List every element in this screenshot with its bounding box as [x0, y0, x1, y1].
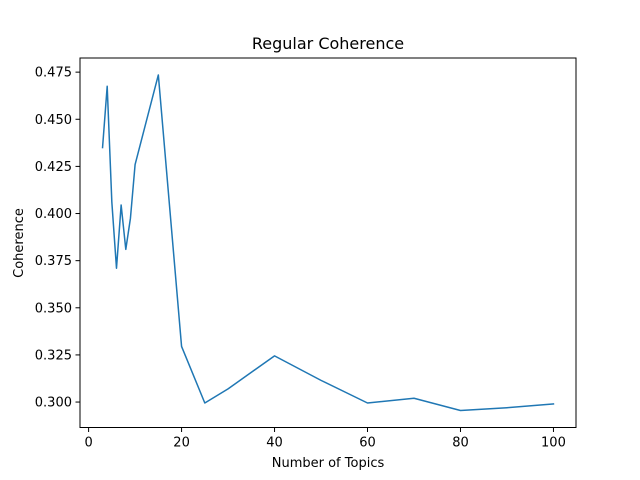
data-point	[460, 410, 462, 412]
data-point	[320, 380, 322, 382]
y-axis-label: Coherence	[12, 208, 27, 278]
x-axis: 0 20 40 60 80 100	[84, 427, 566, 451]
series-layer	[101, 74, 555, 412]
y-tick-label: 0.300	[35, 396, 72, 411]
x-tick-label: 0	[84, 436, 92, 451]
data-point	[106, 86, 108, 88]
y-tick-label: 0.425	[35, 160, 72, 175]
data-point	[274, 355, 276, 357]
data-point	[134, 164, 136, 166]
data-point	[130, 217, 132, 219]
y-tick-label: 0.450	[35, 113, 72, 128]
y-tick-label: 0.400	[35, 207, 72, 222]
series-line	[101, 74, 555, 412]
y-tick-label: 0.475	[35, 66, 72, 81]
data-point	[553, 403, 555, 405]
chart-title: Regular Coherence	[252, 34, 404, 53]
x-tick-label: 60	[359, 436, 376, 451]
y-tick-label: 0.350	[35, 301, 72, 316]
data-point	[413, 398, 415, 400]
data-point	[158, 74, 160, 76]
x-tick-label: 20	[173, 436, 190, 451]
data-point	[120, 204, 122, 206]
data-point	[367, 402, 369, 404]
x-axis-label: Number of Topics	[272, 456, 385, 471]
x-tick-label: 40	[266, 436, 283, 451]
data-point	[102, 147, 104, 149]
data-point	[227, 388, 229, 390]
x-tick-label: 80	[452, 436, 469, 451]
y-tick-label: 0.325	[35, 348, 72, 363]
y-axis: 0.300 0.325 0.350 0.375 0.400 0.425 0.450 0.475	[35, 66, 80, 411]
data-point	[111, 201, 113, 203]
data-point	[125, 249, 127, 251]
plot-area	[80, 58, 576, 428]
data-point	[506, 407, 508, 409]
data-point	[181, 346, 183, 348]
data-point	[204, 402, 206, 404]
x-tick-label: 100	[541, 436, 566, 451]
y-tick-label: 0.375	[35, 254, 72, 269]
data-point	[116, 267, 118, 269]
axes-frame	[79, 57, 577, 428]
